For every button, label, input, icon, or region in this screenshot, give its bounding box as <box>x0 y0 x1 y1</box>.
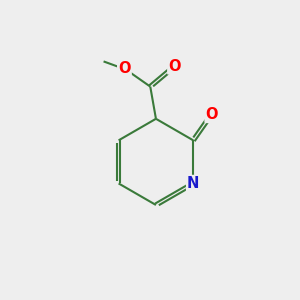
Text: N: N <box>187 176 200 191</box>
Text: O: O <box>118 61 131 76</box>
Text: O: O <box>168 58 181 74</box>
Text: O: O <box>206 107 218 122</box>
